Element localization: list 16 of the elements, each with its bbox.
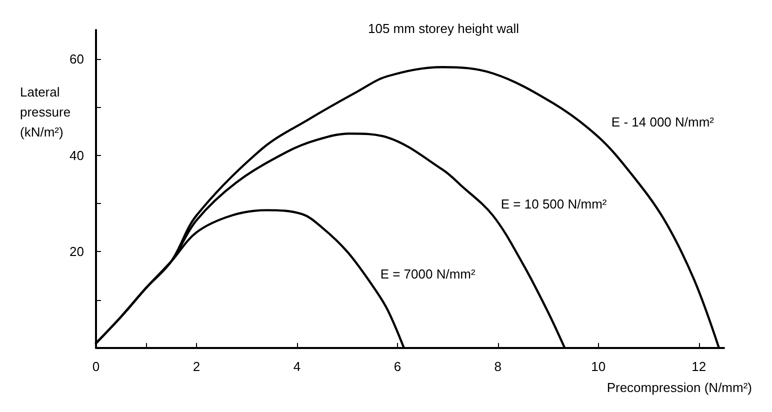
x-tick-label: 8 xyxy=(494,359,502,374)
y-tick-label: 60 xyxy=(70,51,84,66)
annotation: E - 14 000 N/mm² xyxy=(611,114,715,130)
chart-title: 105 mm storey height wall xyxy=(368,21,520,36)
y-axis-title: Lateral pressure (kN/m²) xyxy=(20,84,71,140)
x-tick-label: 10 xyxy=(591,359,606,374)
x-tick-label: 6 xyxy=(394,359,402,374)
y-tick-label: 40 xyxy=(70,148,84,163)
x-tick-label: 4 xyxy=(293,359,301,374)
annotation: E = 7000 N/mm² xyxy=(380,266,476,282)
x-tick-label: 2 xyxy=(192,359,200,374)
annotation: E = 10 500 N/mm² xyxy=(500,196,608,212)
x-tick-label: 0 xyxy=(92,359,100,374)
y-tick-label: 20 xyxy=(70,244,84,260)
x-tick-label: 12 xyxy=(692,359,706,374)
x-axis-title: Precompression (N/mm²) xyxy=(606,380,752,395)
